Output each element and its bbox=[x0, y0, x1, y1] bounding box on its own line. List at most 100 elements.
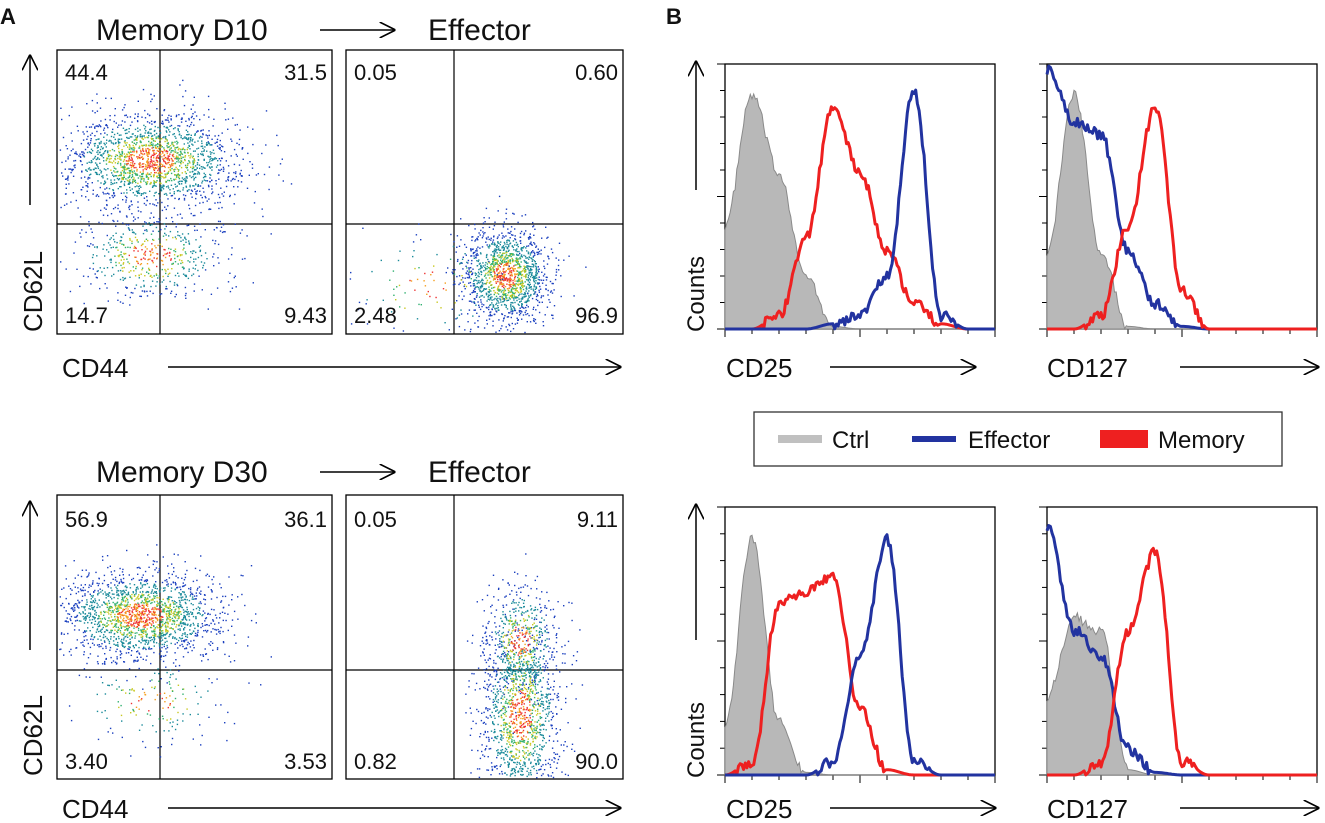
event-dot-0 bbox=[172, 143, 174, 146]
event-dot-0 bbox=[476, 286, 478, 288]
event-dot-1 bbox=[185, 275, 188, 278]
event-dot-1 bbox=[179, 254, 182, 257]
event-dot-0 bbox=[153, 160, 155, 162]
event-dot-0 bbox=[498, 275, 500, 277]
event-dot-0 bbox=[516, 299, 518, 302]
event-dot-0 bbox=[512, 305, 514, 307]
event-dot-0 bbox=[165, 138, 167, 140]
event-dot-0 bbox=[533, 278, 535, 280]
event-dot-0 bbox=[127, 625, 129, 628]
event-dot-0 bbox=[119, 650, 121, 652]
event-dot-0 bbox=[467, 321, 469, 323]
event-dot-0 bbox=[521, 250, 523, 252]
event-dot-0 bbox=[500, 241, 502, 243]
event-dot-0 bbox=[164, 624, 167, 627]
event-dot-0 bbox=[154, 584, 156, 586]
event-dot-0 bbox=[98, 582, 100, 585]
event-dot-0 bbox=[86, 130, 88, 133]
event-dot-0 bbox=[86, 138, 88, 140]
event-dot-0 bbox=[89, 605, 91, 607]
event-dot-0 bbox=[188, 643, 190, 645]
event-dot-1 bbox=[172, 221, 174, 223]
event-dot-0 bbox=[209, 180, 211, 183]
event-dot-0 bbox=[126, 132, 128, 134]
event-dot-0 bbox=[126, 142, 128, 144]
event-dot-0 bbox=[490, 269, 492, 271]
event-dot-0 bbox=[502, 226, 505, 228]
event-dot-0 bbox=[143, 602, 145, 604]
event-dot-0 bbox=[219, 164, 221, 166]
event-dot-0 bbox=[489, 311, 491, 314]
event-dot-0 bbox=[536, 251, 538, 254]
event-dot-0 bbox=[163, 193, 166, 195]
event-dot-1 bbox=[165, 272, 167, 275]
event-dot-0 bbox=[195, 592, 197, 594]
event-dot-0 bbox=[149, 618, 152, 621]
event-dot-0 bbox=[208, 130, 210, 132]
event-dot-1 bbox=[106, 287, 108, 289]
event-dot-0 bbox=[95, 631, 98, 633]
event-dot-0 bbox=[157, 635, 159, 638]
event-dot-0 bbox=[533, 320, 535, 323]
event-dot-0 bbox=[221, 206, 223, 209]
event-dot-0 bbox=[188, 137, 190, 139]
event-dot-0 bbox=[165, 208, 167, 211]
event-dot-0 bbox=[236, 155, 238, 157]
event-dot-0 bbox=[548, 258, 550, 260]
event-dot-0 bbox=[493, 254, 495, 256]
event-dot-0 bbox=[538, 271, 540, 273]
event-dot-0 bbox=[495, 282, 497, 284]
event-dot-1 bbox=[134, 275, 137, 277]
event-dot-0 bbox=[68, 183, 70, 185]
event-dot-0 bbox=[146, 132, 149, 134]
event-dot-0 bbox=[470, 300, 472, 302]
event-dot-0 bbox=[497, 274, 499, 277]
event-dot-0 bbox=[165, 621, 167, 624]
event-dot-1 bbox=[139, 263, 142, 266]
event-dot-0 bbox=[158, 568, 161, 570]
event-dot-0 bbox=[138, 566, 140, 569]
event-dot-0 bbox=[512, 310, 514, 312]
event-dot-0 bbox=[178, 197, 180, 200]
event-dot-0 bbox=[159, 187, 162, 189]
event-dot-0 bbox=[505, 296, 507, 299]
event-dot-0 bbox=[207, 612, 209, 615]
event-dot-0 bbox=[505, 212, 507, 215]
event-dot-0 bbox=[120, 602, 122, 605]
event-dot-0 bbox=[535, 280, 537, 282]
event-dot-0 bbox=[488, 238, 490, 241]
event-dot-0 bbox=[473, 309, 475, 311]
event-dot-1 bbox=[188, 268, 190, 270]
event-dot-0 bbox=[489, 313, 491, 316]
event-dot-0 bbox=[204, 174, 207, 176]
event-dot-1 bbox=[412, 255, 414, 258]
row2-source-title: Memory D30 bbox=[96, 456, 268, 489]
event-dot-0 bbox=[72, 607, 74, 609]
event-dot-0 bbox=[150, 636, 152, 638]
event-dot-0 bbox=[119, 186, 121, 188]
event-dot-1 bbox=[69, 290, 72, 293]
event-dot-1 bbox=[495, 310, 497, 312]
event-dot-0 bbox=[130, 169, 132, 172]
event-dot-0 bbox=[157, 608, 159, 610]
event-dot-1 bbox=[126, 258, 128, 260]
event-dot-0 bbox=[238, 164, 241, 166]
event-dot-0 bbox=[218, 196, 221, 199]
event-dot-0 bbox=[520, 255, 522, 257]
event-dot-0 bbox=[167, 119, 169, 121]
event-dot-0 bbox=[103, 129, 105, 131]
event-dot-0 bbox=[483, 304, 485, 306]
event-dot-1 bbox=[127, 246, 129, 248]
event-dot-0 bbox=[202, 154, 204, 157]
event-dot-0 bbox=[117, 162, 119, 165]
event-dot-0 bbox=[189, 646, 192, 648]
event-dot-0 bbox=[100, 591, 102, 593]
event-dot-0 bbox=[95, 614, 98, 616]
event-dot-0 bbox=[212, 191, 214, 193]
event-dot-0 bbox=[485, 283, 487, 285]
event-dot-0 bbox=[94, 171, 97, 174]
event-dot-0 bbox=[551, 292, 554, 294]
event-dot-0 bbox=[515, 264, 518, 266]
event-dot-0 bbox=[471, 301, 473, 303]
event-dot-0 bbox=[123, 608, 126, 611]
